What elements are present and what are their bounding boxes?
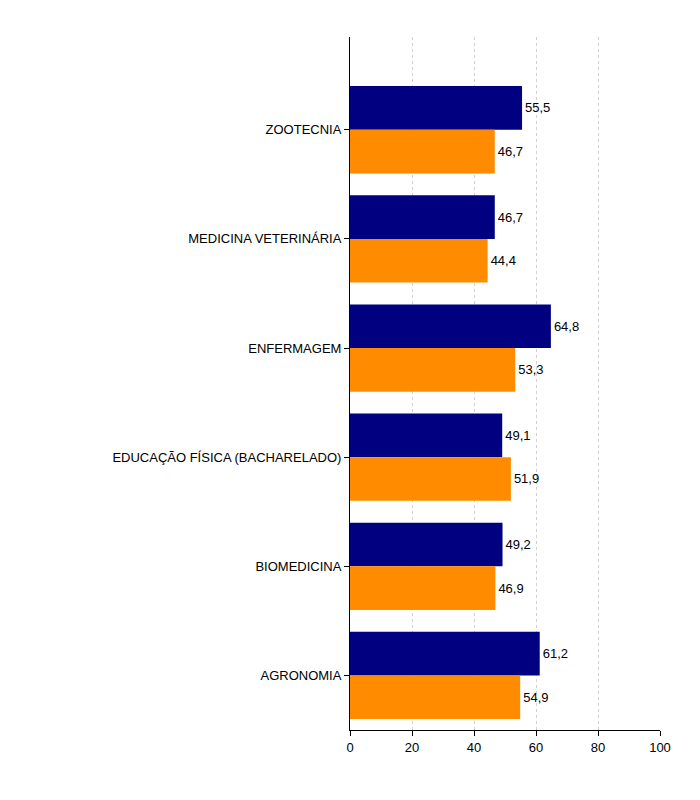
svg-text:60: 60 <box>529 740 543 755</box>
svg-text:ZOOTECNIA: ZOOTECNIA <box>266 122 342 137</box>
svg-text:BIOMEDICINA: BIOMEDICINA <box>255 559 341 574</box>
svg-text:64,8: 64,8 <box>554 319 579 334</box>
svg-text:61,2: 61,2 <box>543 646 568 661</box>
svg-text:44,4: 44,4 <box>491 253 516 268</box>
svg-text:20: 20 <box>405 740 419 755</box>
svg-text:55,5: 55,5 <box>525 100 550 115</box>
svg-text:49,2: 49,2 <box>506 537 531 552</box>
svg-text:ENFERMAGEM: ENFERMAGEM <box>248 341 341 356</box>
svg-text:49,1: 49,1 <box>505 428 530 443</box>
svg-text:46,7: 46,7 <box>498 144 523 159</box>
svg-text:54,9: 54,9 <box>523 690 548 705</box>
svg-text:80: 80 <box>591 740 605 755</box>
svg-text:100: 100 <box>649 740 671 755</box>
svg-text:0: 0 <box>346 740 353 755</box>
svg-text:40: 40 <box>467 740 481 755</box>
svg-text:46,7: 46,7 <box>498 210 523 225</box>
svg-text:AGRONOMIA: AGRONOMIA <box>260 668 341 683</box>
svg-text:53,3: 53,3 <box>518 362 543 377</box>
svg-text:MEDICINA VETERINÁRIA: MEDICINA VETERINÁRIA <box>188 231 341 246</box>
svg-text:51,9: 51,9 <box>514 471 539 486</box>
svg-text:46,9: 46,9 <box>498 581 523 596</box>
svg-text:EDUCAÇÃO FÍSICA (BACHARELADO): EDUCAÇÃO FÍSICA (BACHARELADO) <box>112 450 341 465</box>
